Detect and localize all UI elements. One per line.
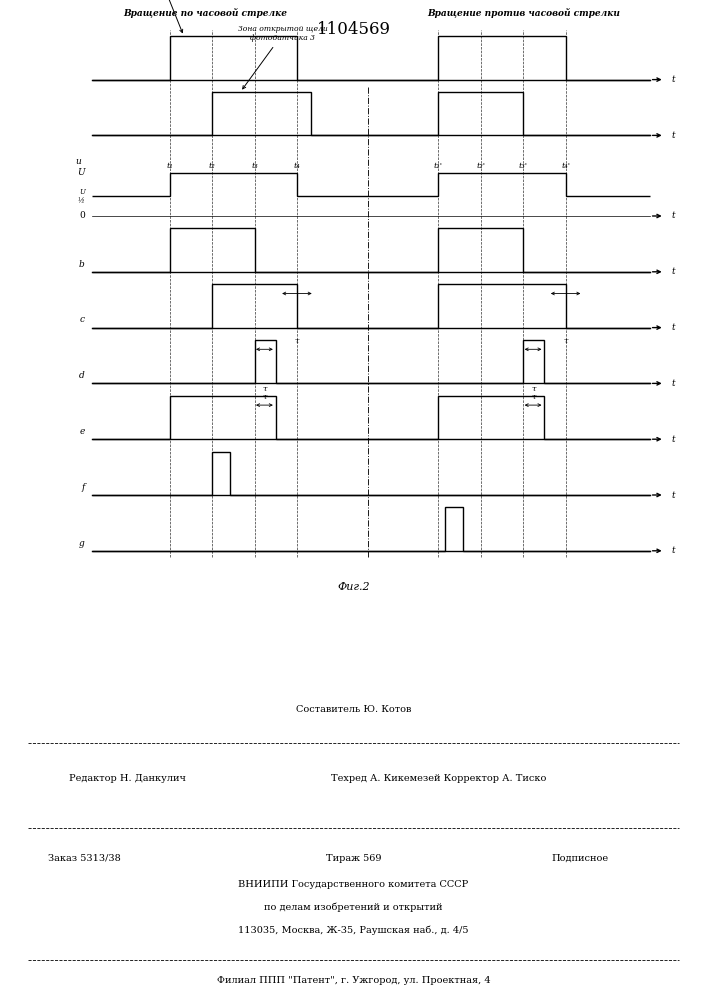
Text: Заказ 5313/38: Заказ 5313/38 xyxy=(49,854,121,863)
Text: Филиал ППП "Патент", г. Ужгород, ул. Проектная, 4: Филиал ППП "Патент", г. Ужгород, ул. Про… xyxy=(216,976,491,985)
Text: τ: τ xyxy=(263,385,267,393)
Text: t: t xyxy=(672,546,675,555)
Text: t: t xyxy=(672,490,675,499)
Text: f: f xyxy=(81,483,85,492)
Text: g: g xyxy=(79,539,85,548)
Text: ВНИИПИ Государственного комитета СССР: ВНИИПИ Государственного комитета СССР xyxy=(238,880,469,889)
Text: Техред А. Кикемезей Корректор А. Тиско: Техред А. Кикемезей Корректор А. Тиско xyxy=(331,774,546,783)
Text: U
½: U ½ xyxy=(78,188,85,205)
Text: t: t xyxy=(672,131,675,140)
Text: t₄': t₄' xyxy=(561,162,570,170)
Text: t: t xyxy=(672,212,675,221)
Text: 113035, Москва, Ж-35, Раушская наб., д. 4/5: 113035, Москва, Ж-35, Раушская наб., д. … xyxy=(238,926,469,935)
Text: Зона открытой щели
фотодатчика 2: Зона открытой щели фотодатчика 2 xyxy=(111,0,200,33)
Text: t₂: t₂ xyxy=(209,162,216,170)
Text: t₂': t₂' xyxy=(477,162,485,170)
Text: t: t xyxy=(672,435,675,444)
Text: Фиг.2: Фиг.2 xyxy=(337,582,370,592)
Text: t: t xyxy=(672,75,675,84)
Text: τ: τ xyxy=(263,393,267,401)
Text: t: t xyxy=(672,267,675,276)
Text: 1104569: 1104569 xyxy=(317,21,390,38)
Text: Редактор Н. Данкулич: Редактор Н. Данкулич xyxy=(69,774,186,783)
Text: e: e xyxy=(79,427,85,436)
Text: t₄: t₄ xyxy=(293,162,300,170)
Text: t₃': t₃' xyxy=(519,162,527,170)
Text: d: d xyxy=(79,371,85,380)
Text: t₃: t₃ xyxy=(251,162,258,170)
Text: Составитель Ю. Котов: Составитель Ю. Котов xyxy=(296,705,411,714)
Text: c: c xyxy=(80,316,85,324)
Text: τ: τ xyxy=(563,337,568,345)
Text: u: u xyxy=(76,157,81,166)
Text: U: U xyxy=(77,168,85,177)
Text: Зона открытой щели
фотодатчика 3: Зона открытой щели фотодатчика 3 xyxy=(238,25,327,89)
Text: Подписное: Подписное xyxy=(551,854,608,863)
Text: Вращение по часовой стрелке: Вращение по часовой стрелке xyxy=(123,8,287,18)
Text: Вращение против часовой стрелки: Вращение против часовой стрелки xyxy=(427,8,619,18)
Text: t₁: t₁ xyxy=(166,162,173,170)
Text: Тираж 569: Тираж 569 xyxy=(326,854,381,863)
Text: τ: τ xyxy=(532,393,536,401)
Text: 0: 0 xyxy=(79,212,85,221)
Text: по делам изобретений и открытий: по делам изобретений и открытий xyxy=(264,903,443,912)
Text: τ: τ xyxy=(295,337,299,345)
Text: τ: τ xyxy=(532,385,536,393)
Text: b: b xyxy=(79,260,85,269)
Text: t: t xyxy=(672,323,675,332)
Text: t: t xyxy=(672,379,675,388)
Text: t₁': t₁' xyxy=(434,162,443,170)
